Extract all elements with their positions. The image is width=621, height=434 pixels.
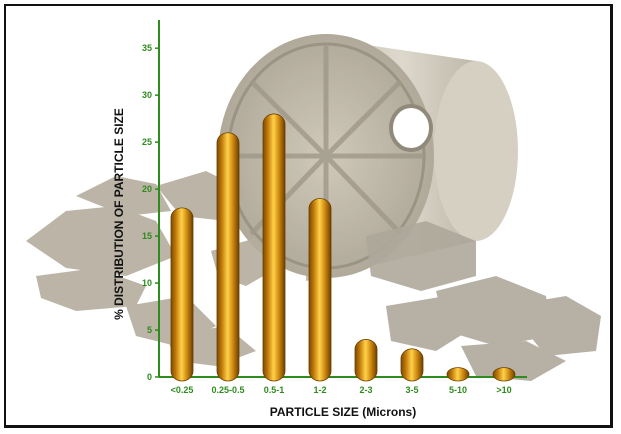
y-tick-label: 25 [142,137,152,147]
x-tick-label: 1-2 [313,385,326,395]
y-tick-label: 30 [142,90,152,100]
y-tick-label: 35 [142,43,152,53]
x-tick-label: >10 [496,385,511,395]
x-tick-label: 0.5-1 [264,385,285,395]
particle-size-chart: 0 5 10 15 20 25 30 35 <0.25 0.25-0.5 0.5-1 1-2 2-3 3… [26,20,601,419]
bar [216,132,240,382]
x-axis-title: PARTICLE SIZE (Microns) [270,405,416,419]
bar [492,367,516,382]
y-tick-label: 15 [142,231,152,241]
y-tick-label: 10 [142,278,152,288]
x-tick-label: 0.25-0.5 [211,385,244,395]
x-tick-label: 3-5 [405,385,418,395]
y-tick-label: 0 [147,372,152,382]
x-tick-label: 2-3 [359,385,372,395]
x-tick-label: <0.25 [171,385,194,395]
bar [400,348,424,382]
y-tick-label: 5 [147,325,152,335]
bar [170,207,194,382]
chart-frame: 0 5 10 15 20 25 30 35 <0.25 0.25-0.5 0.5-1 1-2 2-3 3… [4,4,613,428]
bar [354,339,378,382]
y-axis-title: % DISTRIBUTION OF PARTICLE SIZE [112,108,126,320]
x-tick-label: 5-10 [449,385,467,395]
bar [262,113,286,382]
y-tick-label: 20 [142,184,152,194]
bar [446,367,470,382]
bar [308,198,332,382]
